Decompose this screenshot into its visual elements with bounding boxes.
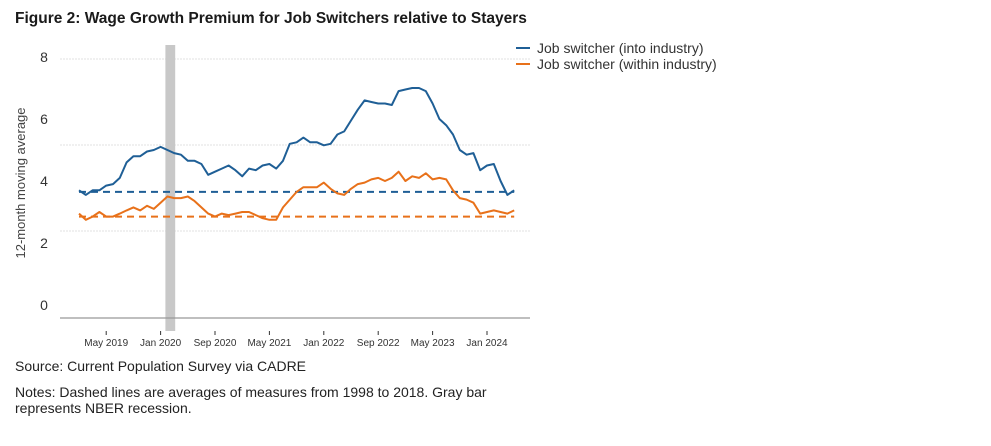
x-tick-label: Jan 2020 [140, 338, 182, 349]
x-tick-label: May 2023 [411, 338, 455, 349]
y-tick-label: 4 [40, 173, 48, 189]
series-line-into-industry [78, 87, 515, 196]
chart-legend: Job switcher (into industry) Job switche… [516, 40, 717, 72]
legend-item-into-industry: Job switcher (into industry) [516, 40, 717, 56]
x-tick-label: May 2019 [84, 338, 128, 349]
y-tick-label: 2 [40, 235, 48, 251]
notes-text: Notes: Dashed lines are averages of meas… [15, 384, 487, 416]
recession-bar [165, 45, 176, 331]
series-lines [78, 87, 515, 221]
legend-item-within-industry: Job switcher (within industry) [516, 56, 717, 72]
y-tick-label: 0 [40, 297, 48, 313]
y-tick-label: 8 [40, 49, 48, 65]
legend-swatch-into-industry [516, 47, 530, 49]
y-axis-title: 12-month moving average [13, 107, 28, 258]
legend-swatch-within-industry [516, 63, 530, 65]
average-lines [79, 190, 515, 218]
source-note: Source: Current Population Survey via CA… [15, 358, 307, 374]
y-tick-label: 6 [40, 111, 48, 127]
x-tick-label: Jan 2024 [466, 338, 508, 349]
x-ticks: May 2019 Jan 2020 Sep 2020 May 2021 Jan 2022… [84, 331, 508, 349]
x-tick-label: May 2021 [247, 338, 291, 349]
gridlines [60, 58, 530, 232]
series-line-within-industry [78, 170, 515, 221]
x-tick-label: Sep 2020 [194, 338, 237, 349]
y-tick-labels: 0 2 4 6 8 [40, 49, 48, 313]
x-tick-label: Sep 2022 [357, 338, 400, 349]
legend-label-into-industry: Job switcher (into industry) [537, 40, 704, 56]
figure-title: Figure 2: Wage Growth Premium for Job Sw… [15, 10, 527, 27]
legend-label-within-industry: Job switcher (within industry) [537, 56, 717, 72]
x-tick-label: Jan 2022 [303, 338, 345, 349]
